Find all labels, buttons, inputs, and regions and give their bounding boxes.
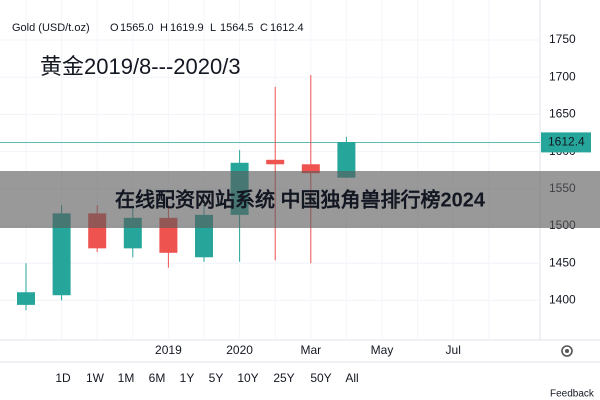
- last-price-label: 1612.4: [548, 135, 585, 149]
- gear-center: [565, 349, 569, 353]
- x-tick-label: Jul: [446, 343, 461, 357]
- y-tick-label: 1750: [549, 32, 576, 46]
- range-button[interactable]: 1D: [55, 371, 71, 385]
- ohlc-key: C: [260, 22, 268, 34]
- range-button[interactable]: 1M: [118, 371, 135, 385]
- range-button[interactable]: All: [345, 371, 358, 385]
- candle-body: [17, 292, 35, 305]
- ohlc-value: 1565.0: [120, 22, 154, 34]
- candle-body: [52, 213, 71, 296]
- range-button[interactable]: 25Y: [273, 371, 294, 385]
- gear: [561, 345, 573, 357]
- ohlc-key: H: [160, 22, 168, 34]
- candle-body: [337, 142, 356, 178]
- last-price-box: [541, 132, 591, 153]
- watermark-band: [0, 171, 600, 228]
- ohlc-value: 1619.9: [170, 22, 204, 34]
- watermark-text: 在线配资网站系统 中国独角兽排行榜2024: [115, 187, 486, 211]
- x-tick-label: May: [371, 343, 394, 357]
- range-button[interactable]: 50Y: [310, 371, 331, 385]
- ohlc-key: L: [210, 22, 216, 34]
- y-tick-label: 1400: [549, 293, 576, 307]
- range-button[interactable]: 10Y: [237, 371, 258, 385]
- range-button[interactable]: 5Y: [209, 371, 224, 385]
- y-tick-label: 1700: [549, 69, 576, 83]
- candle-body: [301, 164, 320, 174]
- range-button[interactable]: 1Y: [180, 371, 195, 385]
- x-tick-label: 2019: [155, 343, 182, 357]
- y-tick-label: 1450: [549, 255, 576, 269]
- symbol: Gold (USD/t.oz): [12, 22, 90, 34]
- ohlc-value: 1612.4: [270, 22, 304, 34]
- range-button[interactable]: 6M: [149, 371, 166, 385]
- y-tick-label: 1650: [549, 107, 576, 121]
- feedback-link[interactable]: Feedback: [550, 389, 595, 400]
- annotation: 黄金2019/8---2020/3: [40, 54, 241, 79]
- settings-icon[interactable]: [561, 345, 573, 357]
- candle-body: [266, 159, 285, 165]
- x-tick-label: 2020: [226, 343, 253, 357]
- ohlc-value: 1564.5: [220, 22, 254, 34]
- ohlc-key: O: [110, 22, 119, 34]
- range-button[interactable]: 1W: [86, 371, 105, 385]
- x-tick-label: Mar: [300, 343, 321, 357]
